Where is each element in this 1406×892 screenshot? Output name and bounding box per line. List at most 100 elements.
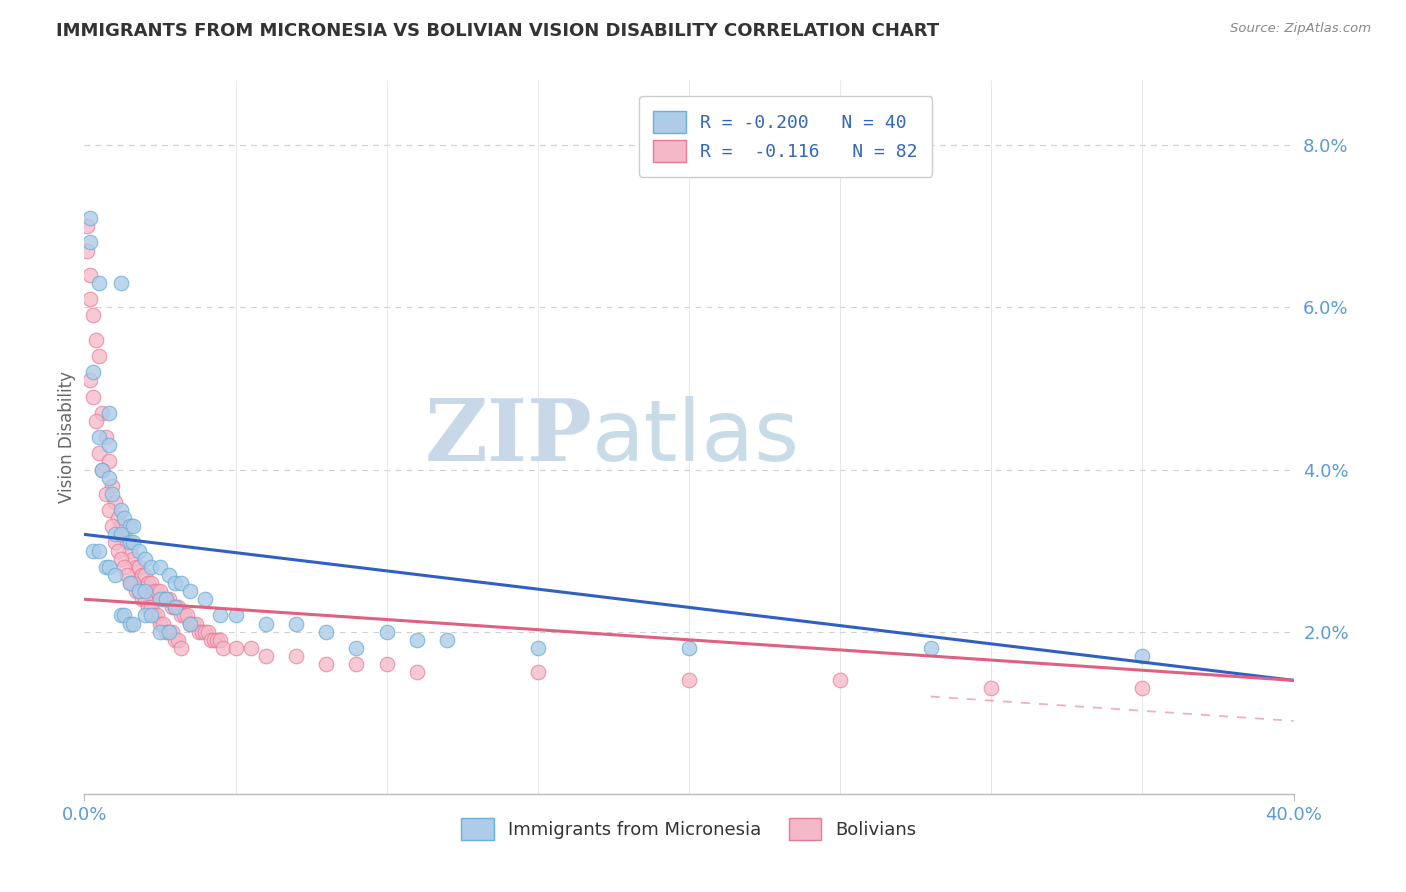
Point — [121, 519, 143, 533]
Text: IMMIGRANTS FROM MICRONESIA VS BOLIVIAN VISION DISABILITY CORRELATION CHART: IMMIGRANTS FROM MICRONESIA VS BOLIVIAN V… — [56, 22, 939, 40]
Point — [91, 462, 114, 476]
Point — [165, 600, 187, 615]
Point — [149, 616, 172, 631]
Point — [152, 592, 174, 607]
Point — [121, 616, 143, 631]
Point — [121, 576, 143, 591]
Point — [157, 568, 180, 582]
Point — [128, 584, 150, 599]
Point — [980, 681, 1002, 696]
Point — [165, 600, 187, 615]
Point — [181, 616, 204, 631]
Point — [79, 292, 101, 306]
Point — [194, 624, 217, 639]
Point — [89, 446, 111, 460]
Point — [115, 535, 138, 549]
Point — [149, 592, 172, 607]
Point — [212, 640, 235, 655]
Point — [118, 576, 141, 591]
Point — [82, 543, 104, 558]
Point — [155, 592, 177, 607]
Point — [104, 568, 127, 582]
Point — [118, 616, 141, 631]
Point — [406, 632, 429, 647]
Point — [375, 657, 398, 672]
Point — [91, 462, 114, 476]
Point — [152, 616, 174, 631]
Point — [254, 616, 277, 631]
Point — [112, 559, 135, 574]
Point — [94, 487, 117, 501]
Point — [209, 632, 232, 647]
Point — [104, 495, 127, 509]
Point — [179, 616, 201, 631]
Point — [82, 309, 104, 323]
Point — [97, 454, 120, 468]
Point — [160, 600, 183, 615]
Point — [136, 576, 159, 591]
Point — [225, 640, 247, 655]
Point — [254, 648, 277, 663]
Point — [118, 576, 141, 591]
Point — [173, 608, 195, 623]
Point — [146, 608, 169, 623]
Point — [170, 576, 193, 591]
Point — [112, 511, 135, 525]
Point — [97, 503, 120, 517]
Point — [678, 640, 700, 655]
Point — [97, 470, 120, 484]
Point — [134, 584, 156, 599]
Point — [139, 559, 162, 574]
Point — [315, 657, 337, 672]
Point — [112, 527, 135, 541]
Point — [139, 608, 162, 623]
Point — [165, 632, 187, 647]
Point — [86, 333, 108, 347]
Point — [121, 535, 143, 549]
Point — [239, 640, 262, 655]
Point — [202, 632, 225, 647]
Point — [82, 390, 104, 404]
Y-axis label: Vision Disability: Vision Disability — [58, 371, 76, 503]
Point — [97, 559, 120, 574]
Point — [157, 624, 180, 639]
Point — [200, 632, 222, 647]
Point — [97, 438, 120, 452]
Point — [94, 430, 117, 444]
Point — [110, 551, 132, 566]
Point — [134, 568, 156, 582]
Point — [160, 624, 183, 639]
Point — [920, 640, 942, 655]
Point — [115, 568, 138, 582]
Point — [1130, 648, 1153, 663]
Point — [678, 673, 700, 688]
Point — [188, 624, 211, 639]
Point — [112, 608, 135, 623]
Point — [170, 640, 193, 655]
Point — [100, 479, 122, 493]
Point — [155, 624, 177, 639]
Text: atlas: atlas — [592, 395, 800, 479]
Point — [1130, 681, 1153, 696]
Point — [110, 608, 132, 623]
Point — [285, 616, 308, 631]
Point — [134, 608, 156, 623]
Point — [436, 632, 458, 647]
Point — [149, 584, 172, 599]
Point — [149, 559, 172, 574]
Point — [157, 592, 180, 607]
Point — [179, 584, 201, 599]
Point — [76, 244, 98, 258]
Point — [118, 519, 141, 533]
Text: Source: ZipAtlas.com: Source: ZipAtlas.com — [1230, 22, 1371, 36]
Point — [285, 648, 308, 663]
Point — [136, 600, 159, 615]
Point — [406, 665, 429, 680]
Point — [79, 268, 101, 282]
Point — [104, 527, 127, 541]
Point — [225, 608, 247, 623]
Point — [107, 511, 129, 525]
Point — [91, 406, 114, 420]
Point — [186, 616, 208, 631]
Point — [79, 235, 101, 250]
